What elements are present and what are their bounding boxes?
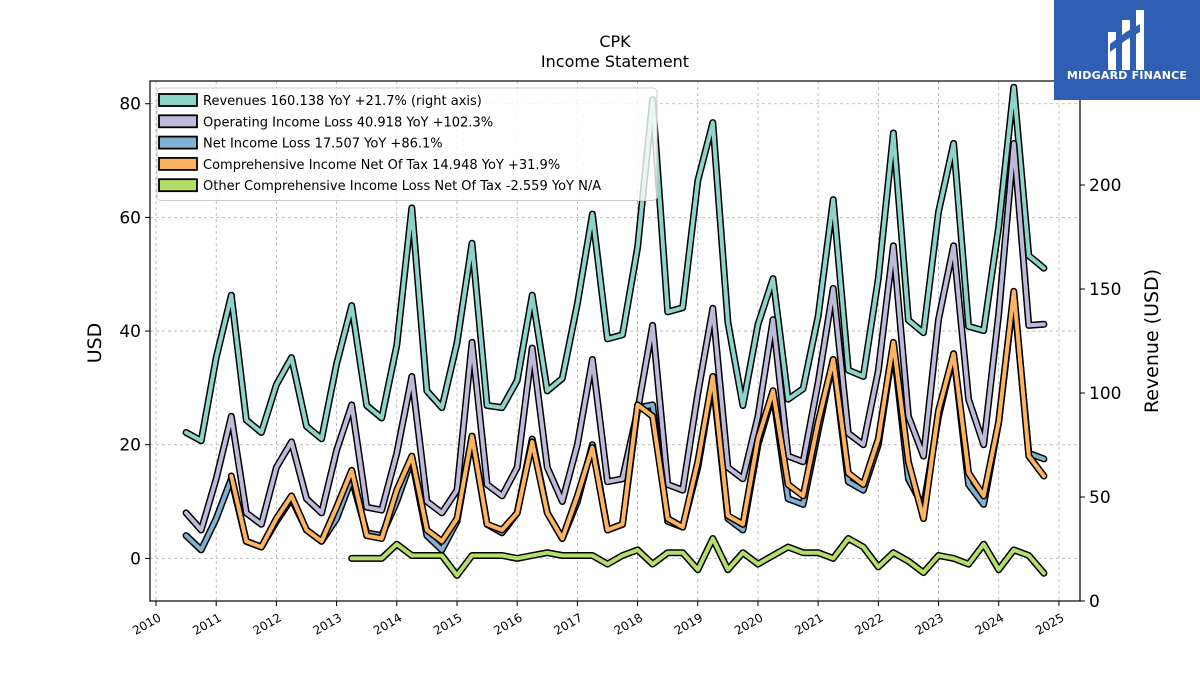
x-tick-label: 2022 <box>852 610 885 637</box>
series-line <box>184 141 1046 532</box>
legend-box <box>156 87 658 201</box>
y2-axis-label: Revenue (USD) <box>1141 269 1163 413</box>
series-4 <box>348 535 1048 579</box>
series-line <box>184 292 1046 552</box>
legend: Revenues 160.138 YoY +21.7% (right axis)… <box>156 87 658 201</box>
x-tick-label: 2021 <box>792 610 825 637</box>
y2-tick-label: 200 <box>1089 176 1121 196</box>
x-tick-label: 2011 <box>190 610 223 637</box>
y-tick-label: 80 <box>119 95 141 115</box>
y2-tick-label: 50 <box>1089 488 1111 508</box>
x-tick-label: 2013 <box>311 610 344 637</box>
x-tick-label: 2025 <box>1033 610 1066 637</box>
legend-swatch <box>158 93 198 107</box>
y2-tick-label: 150 <box>1089 280 1121 300</box>
brand-logo: MIDGARD FINANCE <box>1054 0 1200 100</box>
x-tick-label: 2019 <box>672 610 705 637</box>
legend-swatch <box>158 114 198 129</box>
legend-swatch <box>158 135 198 150</box>
y-tick-label: 20 <box>119 436 141 456</box>
x-tick-label: 2024 <box>973 610 1006 637</box>
series-0 <box>182 83 1048 445</box>
x-tick-label: 2017 <box>551 610 584 637</box>
series-line <box>349 536 1046 578</box>
midgard-logo-icon <box>1108 10 1144 70</box>
brand-name: MIDGARD FINANCE <box>1066 69 1188 82</box>
x-tick-label: 2023 <box>913 610 946 637</box>
series-1 <box>182 140 1048 534</box>
x-tick-label: 2014 <box>371 610 404 637</box>
legend-entry: Net Income Loss 17.507 YoY +86.1% <box>203 137 443 152</box>
y-tick-label: 0 <box>130 549 141 569</box>
legend-entry: Comprehensive Income Net Of Tax 14.948 Y… <box>203 158 560 173</box>
x-tick-label: 2016 <box>491 610 524 637</box>
series-line-outline <box>182 290 1048 554</box>
y-tick-label: 40 <box>119 322 141 342</box>
chart-title: CPK <box>599 32 631 51</box>
y2-tick-label: 100 <box>1089 384 1121 404</box>
legend-entry: Revenues 160.138 YoY +21.7% (right axis) <box>203 94 482 109</box>
x-tick-label: 2018 <box>612 610 645 637</box>
series-layer <box>182 83 1048 579</box>
x-tick-label: 2020 <box>732 610 765 637</box>
series-line <box>229 289 1046 549</box>
y-axis-label: USD <box>84 323 106 364</box>
legend-entry: Other Comprehensive Income Loss Net Of T… <box>203 179 601 194</box>
series-2 <box>182 290 1048 554</box>
x-tick-label: 2012 <box>250 610 283 637</box>
legend-swatch <box>158 156 198 171</box>
x-tick-label: 2015 <box>431 610 464 637</box>
legend-entry: Operating Income Loss 40.918 YoY +102.3% <box>203 115 493 130</box>
x-tick-label: 2010 <box>130 610 163 637</box>
series-3 <box>227 287 1048 551</box>
y2-tick-label: 0 <box>1089 592 1100 612</box>
chart-subtitle: Income Statement <box>541 52 689 71</box>
y-tick-label: 60 <box>119 208 141 228</box>
plot-frame <box>149 80 1081 602</box>
legend-swatch <box>158 178 198 193</box>
series-line <box>184 85 1046 443</box>
